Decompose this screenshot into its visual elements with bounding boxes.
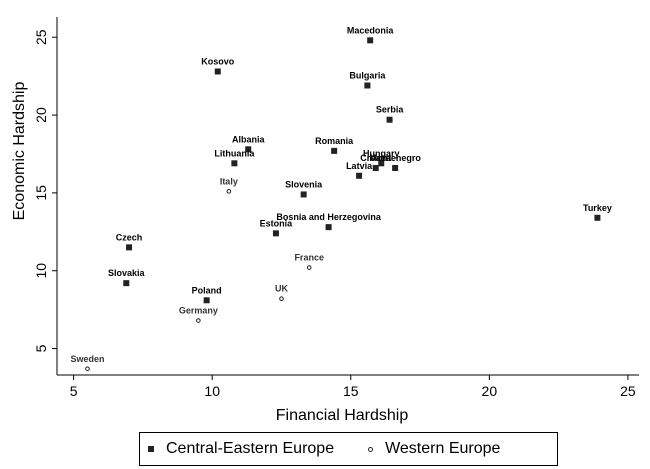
- y-tick-label: 10: [33, 263, 49, 279]
- label-turkey: Turkey: [583, 203, 612, 213]
- label-serbia: Serbia: [376, 105, 405, 115]
- point-latvia: [356, 172, 363, 179]
- y-axis-title: Economic Hardship: [11, 82, 28, 221]
- point-poland: [203, 297, 210, 304]
- label-czech: Czech: [116, 232, 143, 242]
- hollow-circle-marker-icon: [368, 446, 374, 452]
- legend-label: Central-Eastern Europe: [166, 440, 335, 457]
- label-hungary: Hungary: [363, 148, 400, 158]
- label-montenegro: Montenegro: [369, 153, 421, 163]
- axes: [56, 17, 639, 376]
- label-lithuania: Lithuania: [214, 148, 255, 158]
- legend-label: Western Europe: [385, 440, 501, 457]
- point-croatia: [372, 164, 379, 171]
- point-slovenia: [300, 191, 307, 198]
- x-tick-label: 20: [482, 383, 498, 399]
- label-slovakia: Slovakia: [108, 268, 146, 278]
- point-montenegro: [392, 164, 399, 171]
- point-germany: [196, 318, 201, 323]
- label-estonia: Estonia: [260, 218, 294, 228]
- y-tick-label: 20: [33, 107, 49, 123]
- legend: Central-Eastern Europe Western Europe: [139, 432, 558, 466]
- y-tick-label: 5: [33, 344, 49, 352]
- point-france: [306, 265, 312, 270]
- scatter-chart: 5 10 15 20 25 5 10 15 20 25 Financial Hardship E…: [11, 17, 639, 424]
- point-serbia: [386, 116, 393, 123]
- point-romania: [331, 147, 338, 154]
- data-points: [85, 37, 601, 372]
- label-bosnia-and-herzegovina: Bosnia and Herzegovina: [276, 212, 382, 222]
- point-macedonia: [367, 37, 374, 44]
- label-slovenia: Slovenia: [285, 179, 323, 189]
- label-sweden: Sweden: [70, 354, 104, 364]
- label-romania: Romania: [315, 136, 354, 146]
- x-tick-label: 10: [204, 383, 220, 399]
- y-tick-label: 15: [33, 185, 49, 201]
- x-tick-label: 25: [620, 383, 636, 399]
- label-bulgaria: Bulgaria: [349, 70, 386, 80]
- filled-square-marker-icon: [148, 446, 154, 452]
- legend-item-central-eastern: Central-Eastern Europe: [148, 440, 334, 458]
- point-sweden: [85, 366, 90, 372]
- y-tick-label: 25: [33, 29, 49, 45]
- label-croatia: Croatia: [360, 153, 392, 163]
- point-bosnia-and-herzegovina: [325, 224, 332, 231]
- label-kosovo: Kosovo: [201, 56, 235, 66]
- point-kosovo: [214, 68, 221, 75]
- label-latvia: Latvia: [346, 161, 373, 171]
- point-italy: [226, 189, 232, 194]
- point-lithuania: [231, 160, 238, 167]
- y-axis-ticks: 5 10 15 20 25: [33, 29, 57, 352]
- point-slovakia: [123, 280, 130, 287]
- label-albania: Albania: [232, 134, 266, 144]
- point-bulgaria: [364, 82, 371, 89]
- point-uk: [279, 296, 284, 302]
- x-tick-label: 15: [343, 383, 359, 399]
- point-labels: Macedonia Kosovo Bulgaria Serbia Albania Roma…: [70, 25, 611, 363]
- x-axis-ticks: 5 10 15 20 25: [70, 375, 636, 399]
- point-hungary: [378, 160, 385, 167]
- label-macedonia: Macedonia: [347, 25, 395, 35]
- point-czech: [126, 244, 133, 251]
- label-poland: Poland: [192, 285, 222, 295]
- label-uk: UK: [275, 284, 288, 294]
- label-germany: Germany: [179, 306, 218, 316]
- point-albania: [245, 146, 252, 153]
- x-axis-title: Financial Hardship: [276, 407, 409, 424]
- point-estonia: [272, 230, 279, 237]
- label-france: France: [294, 253, 324, 263]
- x-tick-label: 5: [70, 383, 78, 399]
- point-turkey: [594, 214, 601, 221]
- label-italy: Italy: [220, 176, 238, 186]
- legend-item-western: Western Europe: [368, 440, 500, 458]
